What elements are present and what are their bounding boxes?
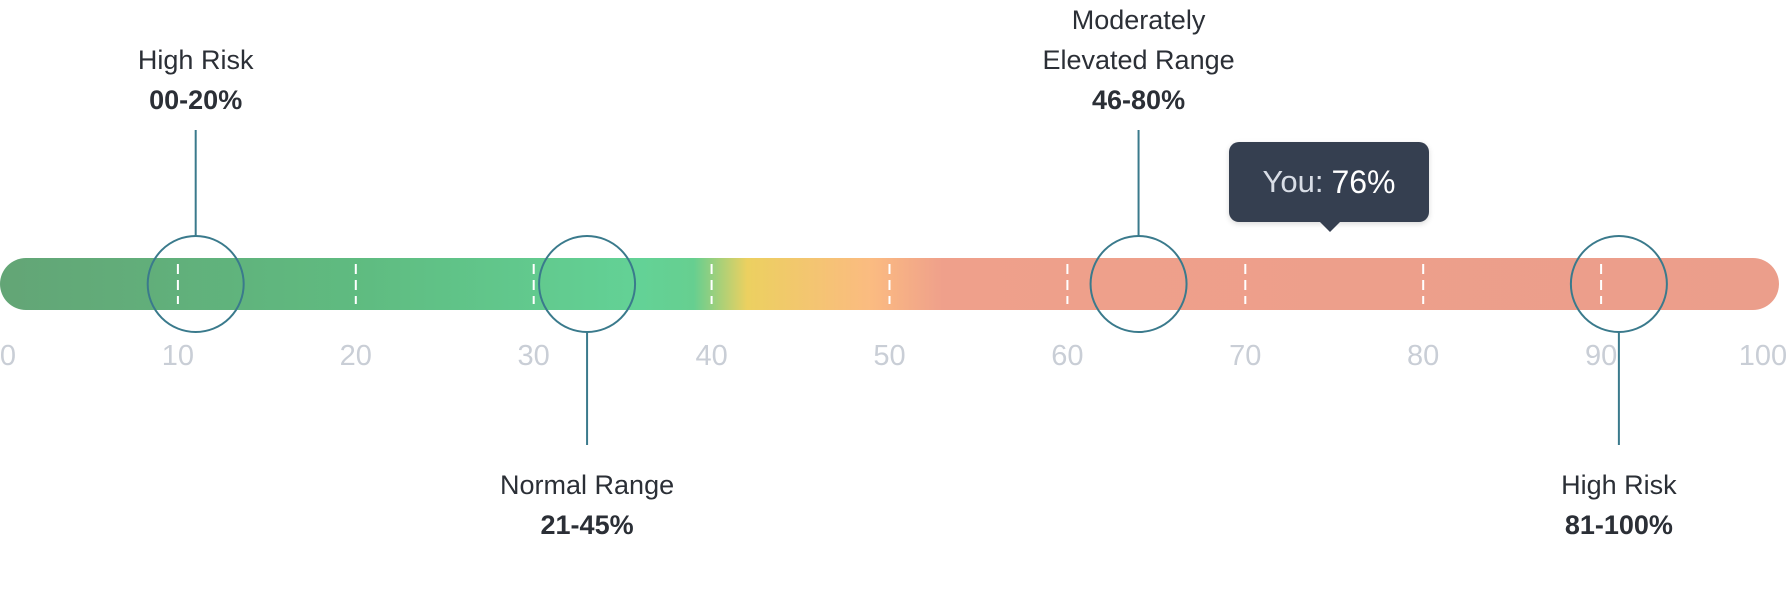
range-callout-3: High Risk 81-100% bbox=[1561, 465, 1677, 545]
tick-label-60: 60 bbox=[1051, 340, 1084, 372]
tick-label-100: 100 bbox=[1738, 340, 1788, 372]
tick-label-50: 50 bbox=[873, 340, 906, 372]
range-label-line: Elevated Range bbox=[1042, 45, 1235, 75]
range-label: Normal Range bbox=[500, 470, 675, 500]
you-tooltip: You: 76% bbox=[1229, 142, 1429, 232]
you-label: You: bbox=[1262, 164, 1324, 199]
tooltip-arrow-icon bbox=[1319, 221, 1341, 232]
tick-label-0: 0 bbox=[0, 340, 17, 372]
range-value: 46-80% bbox=[1092, 85, 1186, 115]
tick-label-80: 80 bbox=[1407, 340, 1440, 372]
range-label: High Risk bbox=[1561, 470, 1677, 500]
tick-label-20: 20 bbox=[339, 340, 372, 372]
range-callout-0: High Risk 00-20% bbox=[138, 40, 254, 120]
range-value: 00-20% bbox=[149, 85, 243, 115]
tick-label-90: 90 bbox=[1584, 340, 1618, 372]
tick-label-40: 40 bbox=[695, 340, 728, 372]
range-label-line: Moderately bbox=[1071, 5, 1206, 35]
tick-label-10: 10 bbox=[161, 340, 195, 372]
range-callout-2: Moderately Elevated Range 46-80% bbox=[1042, 0, 1234, 120]
tick-label-30: 30 bbox=[517, 340, 550, 372]
range-label: High Risk bbox=[137, 45, 254, 75]
tick-label-70: 70 bbox=[1229, 340, 1262, 372]
range-callout-1: Normal Range 21-45% bbox=[500, 465, 674, 545]
you-value: 76% bbox=[1331, 163, 1396, 200]
range-value: 81-100% bbox=[1564, 510, 1673, 540]
range-value: 21-45% bbox=[540, 510, 634, 540]
